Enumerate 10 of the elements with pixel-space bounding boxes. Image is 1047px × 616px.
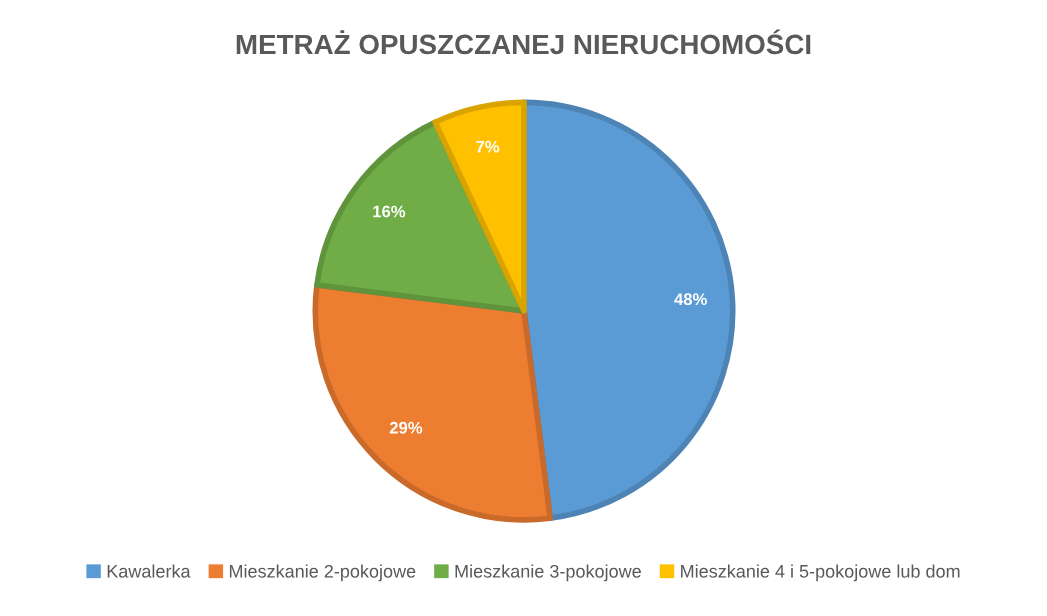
legend-label: Mieszkanie 3-pokojowe — [455, 564, 641, 582]
legend-label: Kawalerka — [107, 564, 191, 578]
data-label: 48% — [674, 293, 707, 306]
pie-slice — [432, 99, 527, 314]
data-label: 16% — [373, 205, 406, 218]
legend-label: Mieszkanie 4 i 5-pokojowe lub dom — [681, 564, 960, 582]
data-label: 29% — [389, 421, 423, 434]
chart-title: METRAŻ OPUSZCZANEJ NIERUCHOMOŚCI — [236, 29, 811, 55]
legend-label: Mieszkanie 2-pokojowe — [229, 564, 416, 582]
data-label: 7% — [476, 140, 500, 153]
